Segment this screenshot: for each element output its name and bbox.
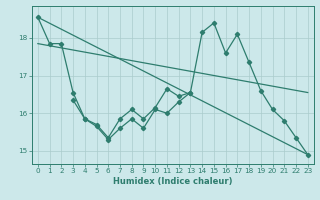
X-axis label: Humidex (Indice chaleur): Humidex (Indice chaleur) [113,177,233,186]
